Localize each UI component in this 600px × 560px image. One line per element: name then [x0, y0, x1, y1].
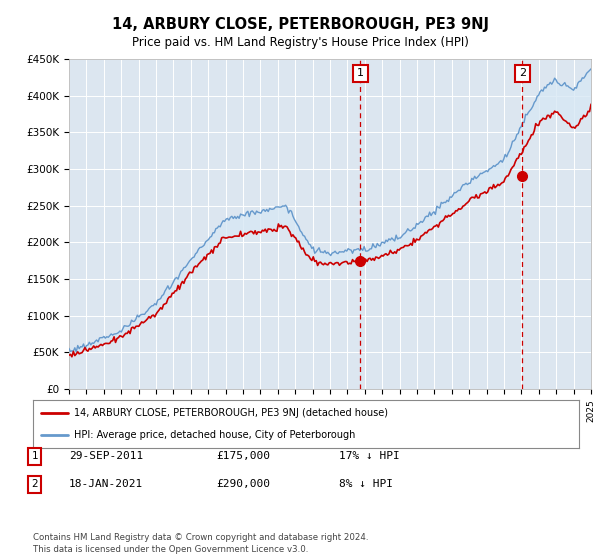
Text: Contains HM Land Registry data © Crown copyright and database right 2024.
This d: Contains HM Land Registry data © Crown c…	[33, 533, 368, 554]
Text: 14, ARBURY CLOSE, PETERBOROUGH, PE3 9NJ (detached house): 14, ARBURY CLOSE, PETERBOROUGH, PE3 9NJ …	[74, 408, 388, 418]
Text: 2: 2	[519, 68, 526, 78]
Text: 1: 1	[357, 68, 364, 78]
Text: 29-SEP-2011: 29-SEP-2011	[69, 451, 143, 461]
Text: 2: 2	[31, 479, 38, 489]
Text: £175,000: £175,000	[216, 451, 270, 461]
Text: 14, ARBURY CLOSE, PETERBOROUGH, PE3 9NJ: 14, ARBURY CLOSE, PETERBOROUGH, PE3 9NJ	[112, 17, 488, 32]
Text: 17% ↓ HPI: 17% ↓ HPI	[339, 451, 400, 461]
Text: Price paid vs. HM Land Registry's House Price Index (HPI): Price paid vs. HM Land Registry's House …	[131, 36, 469, 49]
Text: 8% ↓ HPI: 8% ↓ HPI	[339, 479, 393, 489]
Text: 1: 1	[31, 451, 38, 461]
Text: HPI: Average price, detached house, City of Peterborough: HPI: Average price, detached house, City…	[74, 430, 355, 440]
Text: £290,000: £290,000	[216, 479, 270, 489]
Text: 18-JAN-2021: 18-JAN-2021	[69, 479, 143, 489]
